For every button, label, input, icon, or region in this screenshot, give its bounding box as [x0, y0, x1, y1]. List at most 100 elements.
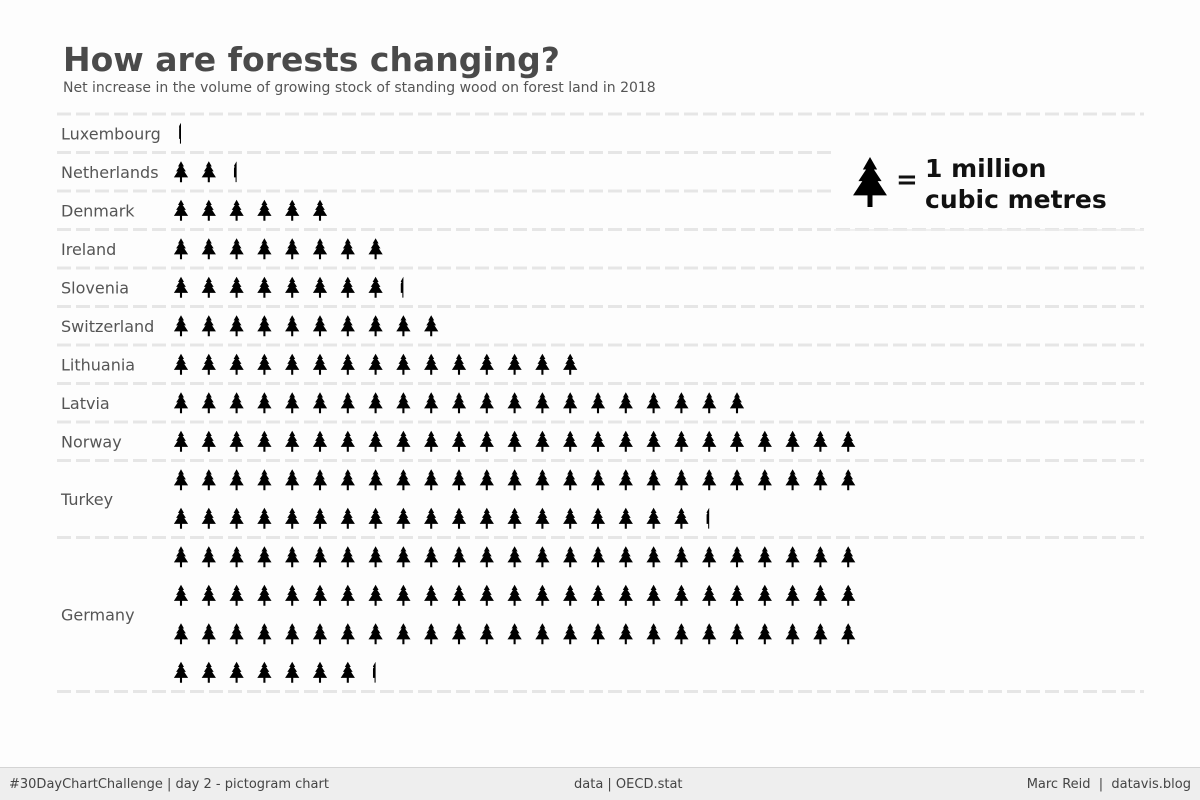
tree-icon: [479, 430, 494, 452]
footer-right: Marc Reid | datavis.blog: [1026, 777, 1191, 792]
tree-icon: [173, 238, 189, 260]
category-label: Switzerland: [61, 317, 154, 336]
tree-icon: [702, 623, 717, 645]
tree-icon: [507, 546, 522, 568]
tree-icon: [757, 469, 772, 491]
partial-tree-icon: [372, 661, 376, 683]
tree-icon: [257, 623, 272, 645]
tree-icon: [285, 507, 300, 529]
tree-icon: [368, 238, 383, 260]
tree-icon: [173, 353, 189, 375]
category-label: Norway: [61, 432, 122, 451]
tree-icon: [368, 584, 383, 606]
tree-icon: [229, 199, 244, 221]
tree-icon: [535, 507, 550, 529]
tree-icon: [729, 430, 745, 452]
category-label: Slovenia: [61, 278, 129, 297]
tree-icon: [674, 623, 689, 645]
tree-icon: [479, 353, 494, 375]
tree-icon: [340, 623, 355, 645]
tree-icon: [229, 238, 244, 260]
tree-icon: [618, 469, 633, 491]
tree-icon: [479, 469, 494, 491]
tree-icon: [563, 546, 578, 568]
tree-icon: [507, 469, 522, 491]
tree-icon: [674, 392, 689, 414]
category-label: Luxembourg: [61, 124, 161, 143]
tree-icon: [507, 584, 522, 606]
tree-icon: [229, 430, 244, 452]
tree-icon: [201, 276, 216, 298]
partial-tree-icon: [233, 161, 237, 183]
tree-icon: [173, 469, 189, 491]
tree-icon: [424, 353, 439, 375]
tree-icon: [841, 469, 856, 491]
tree-icon: [424, 584, 439, 606]
category-label: Ireland: [61, 240, 116, 259]
tree-icon: [729, 392, 745, 414]
tree-icon: [841, 623, 856, 645]
tree-icon: [396, 469, 411, 491]
tree-icon: [201, 469, 216, 491]
tree-icon: [285, 353, 300, 375]
tree-icon: [201, 507, 216, 529]
tree-icon: [257, 661, 272, 683]
tree-icon: [451, 584, 467, 606]
tree-icon: [201, 238, 216, 260]
tree-icon: [424, 392, 439, 414]
tree-icon: [257, 238, 272, 260]
tree-icon: [285, 546, 300, 568]
tree-icon: [312, 353, 328, 375]
tree-icon: [396, 584, 411, 606]
partial-tree-icon: [400, 276, 404, 298]
tree-icon: [424, 623, 439, 645]
tree-icon: [396, 353, 411, 375]
tree-icon: [257, 276, 272, 298]
tree-icon: [702, 469, 717, 491]
tree-icon: [312, 238, 328, 260]
tree-icon: [646, 507, 661, 529]
tree-icon: [646, 469, 661, 491]
tree-icon: [173, 276, 189, 298]
tree-icon: [590, 623, 606, 645]
chart-subtitle: Net increase in the volume of growing st…: [63, 80, 656, 96]
tree-icon: [729, 623, 745, 645]
tree-icon: [479, 623, 494, 645]
tree-icon: [368, 392, 383, 414]
tree-icon: [340, 546, 355, 568]
tree-icon: [646, 584, 661, 606]
tree-icon: [535, 353, 550, 375]
tree-icon: [451, 430, 467, 452]
tree-icon: [507, 392, 522, 414]
tree-icon: [479, 392, 494, 414]
tree-icon: [229, 546, 244, 568]
footer: #30DayChartChallenge | day 2 - pictogram…: [0, 767, 1200, 800]
tree-icon: [813, 469, 828, 491]
tree-icon: [257, 546, 272, 568]
tree-icon: [340, 353, 355, 375]
tree-icon: [312, 199, 328, 221]
tree-icon: [257, 353, 272, 375]
tree-icon: [368, 276, 383, 298]
tree-icon: [285, 315, 300, 337]
tree-icon: [173, 392, 189, 414]
tree-icon: [201, 161, 216, 183]
partial-tree-icon: [706, 507, 710, 529]
tree-icon: [257, 199, 272, 221]
tree-icon: [340, 661, 355, 683]
tree-icon: [451, 392, 467, 414]
tree-icon: [229, 392, 244, 414]
tree-icon: [479, 584, 494, 606]
tree-icon: [312, 469, 328, 491]
tree-icon: [590, 469, 606, 491]
tree-icon: [285, 584, 300, 606]
tree-icon: [479, 507, 494, 529]
tree-icon: [368, 546, 383, 568]
tree-icon: [257, 584, 272, 606]
tree-icon: [257, 430, 272, 452]
tree-icon: [535, 584, 550, 606]
tree-icon: [813, 546, 828, 568]
tree-icon: [785, 546, 800, 568]
category-label: Denmark: [61, 201, 135, 220]
tree-icon: [340, 430, 355, 452]
